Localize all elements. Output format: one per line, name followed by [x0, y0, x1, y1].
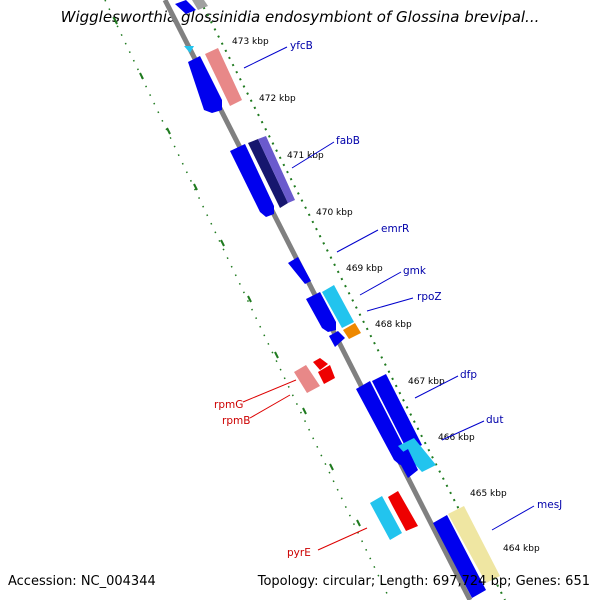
accession-text: Accession: NC_004344 [8, 574, 156, 589]
right-leader-lines [243, 46, 535, 531]
gene-blue-top [175, 0, 196, 14]
gene-orange-rpoZ [343, 323, 361, 339]
left-gene-labels: rpmG rpmB pyrE [214, 399, 311, 559]
gene-label-yfcB: yfcB [290, 40, 313, 52]
left-leader-lines [242, 379, 368, 551]
kbp-tick-label: 468 kbp [375, 320, 412, 330]
gene-blue-gmk [306, 292, 336, 332]
gene-label-gmk: gmk [403, 265, 427, 277]
outer-tick-track [199, 0, 506, 600]
gene-label-emrR: emrR [381, 223, 409, 235]
gene-cyan-dut [398, 438, 436, 472]
gene-pink-rpmG [294, 365, 320, 393]
gene-label-rpmG: rpmG [214, 399, 243, 411]
gene-gray-top [192, 0, 208, 10]
gene-blue-emrR [288, 257, 311, 284]
gene-features [175, 0, 500, 598]
gene-blue-yfcB [188, 56, 222, 113]
inner-major-ticks [113, 17, 361, 527]
kbp-tick-labels: 473 kbp 472 kbp 471 kbp 470 kbp 469 kbp … [232, 37, 540, 554]
gene-red-rpmB-1 [313, 358, 328, 370]
gene-blue-dfp [356, 381, 408, 465]
topology-text: Topology: circular; Length: 697,724 bp; … [257, 574, 590, 589]
gene-blue-dfp-2 [372, 374, 422, 452]
right-gene-labels: yfcB fabB emrR gmk rpoZ dfp dut mesJ [290, 40, 562, 511]
gene-purple-fabB [258, 136, 295, 203]
gene-blue-fabB [230, 144, 274, 217]
gene-blue-rpoZ [329, 331, 345, 347]
kbp-tick-label: 467 kbp [408, 377, 445, 387]
gene-blue-mesJ [433, 515, 486, 598]
gene-cyan-small [184, 46, 194, 53]
gene-red-rpmB-2 [318, 365, 335, 384]
inner-tick-track [104, 0, 391, 600]
gene-cyan-gmk [322, 285, 354, 328]
map-title: Wigglesworthia glossinidia endosymbiont … [60, 8, 540, 26]
gene-label-pyrE: pyrE [287, 547, 311, 559]
kbp-tick-label: 469 kbp [346, 264, 383, 274]
gene-label-dut: dut [486, 414, 503, 426]
kbp-tick-label: 466 kbp [438, 433, 475, 443]
gene-cyan-pyrE [370, 496, 402, 540]
kbp-tick-label: 473 kbp [232, 37, 269, 47]
gene-label-rpoZ: rpoZ [417, 291, 442, 303]
gene-label-mesJ: mesJ [537, 499, 562, 511]
gene-label-dfp: dfp [460, 369, 477, 381]
gene-label-rpmB: rpmB [222, 415, 250, 427]
gene-label-fabB: fabB [336, 135, 360, 147]
gene-navy-fabB [248, 139, 288, 208]
kbp-tick-label: 471 kbp [287, 151, 324, 161]
kbp-tick-label: 472 kbp [259, 94, 296, 104]
gene-yellow-mesJ [448, 506, 500, 583]
gene-red-pyrE [388, 491, 418, 531]
gene-blue-dut [396, 449, 418, 478]
kbp-tick-label: 470 kbp [316, 208, 353, 218]
kbp-tick-label: 464 kbp [503, 544, 540, 554]
kbp-tick-label: 465 kbp [470, 489, 507, 499]
gene-pink-yfcB [205, 48, 242, 106]
